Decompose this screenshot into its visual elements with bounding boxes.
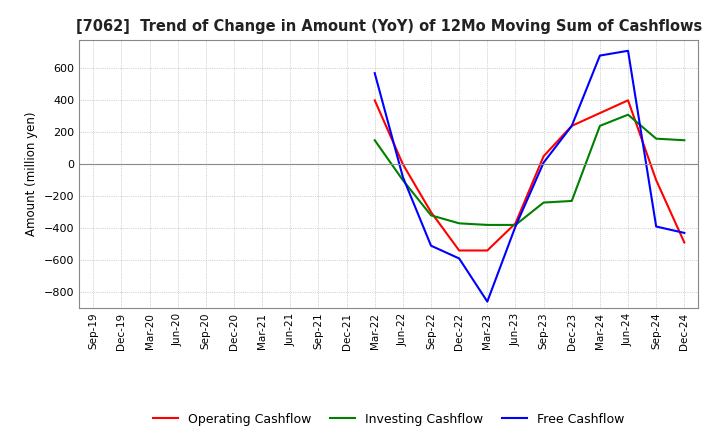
Investing Cashflow — [399, 178, 408, 183]
Free Cashflow — [680, 230, 688, 235]
Free Cashflow — [427, 243, 436, 248]
Free Cashflow — [539, 160, 548, 165]
Line: Free Cashflow: Free Cashflow — [374, 51, 684, 301]
Operating Cashflow — [595, 110, 604, 116]
Free Cashflow — [455, 256, 464, 261]
Investing Cashflow — [567, 198, 576, 204]
Operating Cashflow — [370, 98, 379, 103]
Operating Cashflow — [399, 161, 408, 167]
Free Cashflow — [399, 174, 408, 180]
Operating Cashflow — [680, 240, 688, 245]
Investing Cashflow — [652, 136, 660, 141]
Investing Cashflow — [624, 112, 632, 117]
Y-axis label: Amount (million yen): Amount (million yen) — [25, 112, 38, 236]
Investing Cashflow — [483, 222, 492, 227]
Investing Cashflow — [370, 138, 379, 143]
Free Cashflow — [652, 224, 660, 229]
Operating Cashflow — [624, 98, 632, 103]
Investing Cashflow — [511, 222, 520, 227]
Investing Cashflow — [680, 138, 688, 143]
Operating Cashflow — [539, 154, 548, 159]
Title: [7062]  Trend of Change in Amount (YoY) of 12Mo Moving Sum of Cashflows: [7062] Trend of Change in Amount (YoY) o… — [76, 19, 702, 34]
Operating Cashflow — [427, 209, 436, 215]
Operating Cashflow — [652, 178, 660, 183]
Investing Cashflow — [539, 200, 548, 205]
Investing Cashflow — [455, 221, 464, 226]
Operating Cashflow — [483, 248, 492, 253]
Free Cashflow — [511, 224, 520, 229]
Operating Cashflow — [455, 248, 464, 253]
Free Cashflow — [624, 48, 632, 53]
Operating Cashflow — [567, 123, 576, 128]
Free Cashflow — [567, 123, 576, 128]
Legend: Operating Cashflow, Investing Cashflow, Free Cashflow: Operating Cashflow, Investing Cashflow, … — [148, 407, 629, 431]
Free Cashflow — [595, 53, 604, 58]
Line: Operating Cashflow: Operating Cashflow — [374, 100, 684, 250]
Free Cashflow — [370, 70, 379, 76]
Investing Cashflow — [595, 123, 604, 128]
Free Cashflow — [483, 299, 492, 304]
Investing Cashflow — [427, 213, 436, 218]
Operating Cashflow — [511, 221, 520, 226]
Line: Investing Cashflow: Investing Cashflow — [374, 115, 684, 225]
